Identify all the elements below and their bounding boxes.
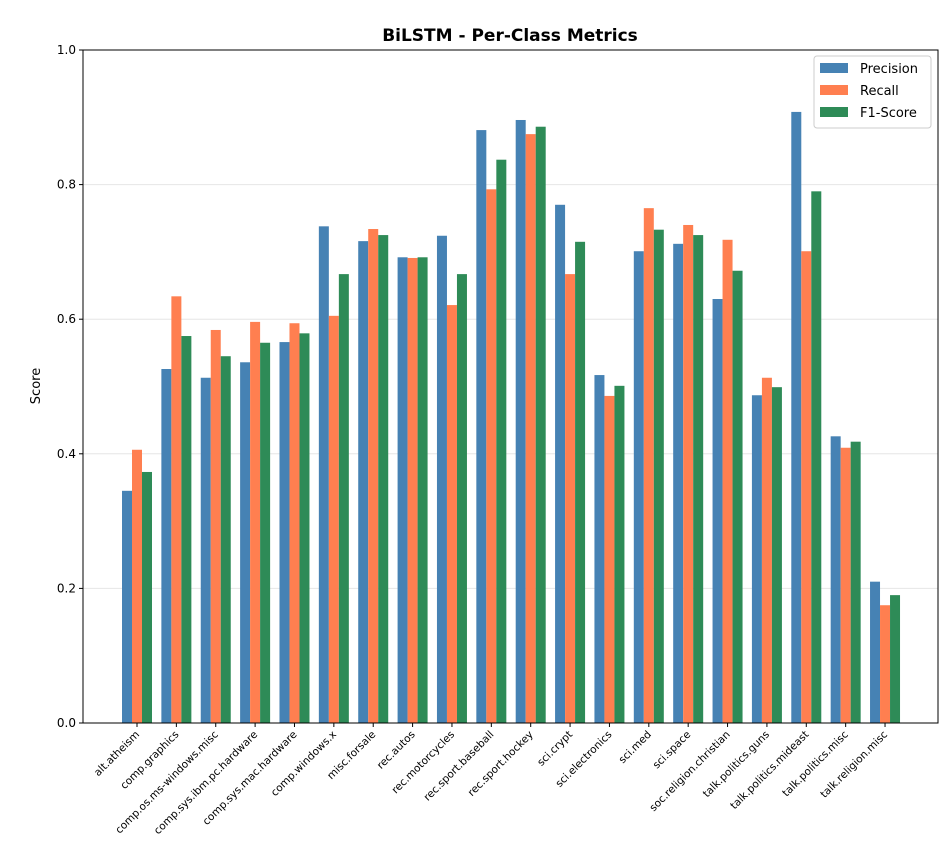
x-tick-label: rec.sport.baseball (422, 729, 497, 804)
bar-f1-score (811, 191, 822, 723)
bar-precision (870, 581, 881, 723)
bar-f1-score (260, 342, 271, 723)
y-tick-label: 0.8 (57, 178, 76, 192)
y-tick-label: 0.2 (57, 581, 76, 595)
x-tick-label: talk.politics.mideast (728, 729, 811, 812)
bar-f1-score (693, 235, 704, 723)
bar-precision (200, 377, 211, 723)
plot-frame (82, 49, 939, 724)
bar-f1-score (417, 257, 428, 723)
bar-recall (132, 449, 142, 723)
bar-f1-score (771, 387, 782, 723)
legend-label: F1-Score (860, 106, 917, 121)
bar-f1-score (456, 274, 467, 723)
bar-recall (171, 296, 182, 723)
bar-precision (240, 362, 251, 723)
bar-precision (122, 490, 132, 723)
bar-f1-score (299, 333, 310, 723)
bar-f1-score (890, 595, 901, 723)
x-tick-label: sci.crypt (535, 729, 575, 769)
bar-recall (565, 274, 576, 723)
bar-f1-score (575, 241, 586, 723)
bar-f1-score (378, 235, 389, 723)
bar-precision (358, 241, 369, 723)
bar-recall (289, 323, 300, 723)
x-tick-label: sci.med (617, 729, 654, 766)
bar-precision (633, 251, 644, 724)
x-tick-label: talk.religion.misc (818, 728, 890, 800)
bar-precision (673, 243, 684, 723)
legend-swatch-recall (820, 85, 848, 95)
bar-recall (840, 447, 851, 723)
y-axis-label: Score (29, 368, 44, 404)
bar-f1-score (496, 159, 507, 724)
bar-recall (604, 395, 615, 723)
y-tick-label: 0.6 (57, 312, 76, 326)
y-tick-label: 1.0 (57, 43, 76, 57)
bar-recall (368, 229, 379, 723)
bar-recall (801, 251, 812, 724)
bar-precision (318, 226, 329, 724)
legend-swatch-f1-score (820, 107, 848, 117)
bar-recall (250, 321, 261, 723)
bar-precision (594, 375, 605, 723)
chart-title: BiLSTM - Per-Class Metrics (382, 26, 638, 46)
bar-precision (751, 395, 762, 723)
y-tick-label: 0.0 (57, 716, 76, 730)
legend: Precision Recall F1-Score (813, 55, 932, 129)
bar-precision (476, 130, 487, 723)
bar-recall (761, 377, 772, 723)
bar-recall (525, 134, 536, 723)
bar-recall (210, 329, 221, 723)
bar-f1-score (850, 441, 861, 723)
bar-f1-score (338, 274, 349, 723)
bar-f1-score (142, 471, 152, 723)
legend-swatch-precision (820, 63, 848, 73)
bar-recall (328, 315, 339, 723)
bar-precision (791, 111, 802, 723)
bar-recall (683, 224, 694, 724)
bar-precision (515, 119, 526, 723)
bar-recall (643, 208, 654, 723)
x-tick-label: talk.politics.guns (701, 729, 772, 800)
legend-label: Recall (860, 84, 899, 99)
bar-precision (436, 235, 447, 724)
bar-f1-score (220, 356, 231, 723)
y-tick-label: 0.4 (57, 447, 76, 461)
legend-label: Precision (860, 62, 918, 77)
bar-f1-score (181, 336, 192, 723)
bar-recall (407, 257, 418, 723)
bar-f1-score (614, 385, 625, 723)
bar-recall (880, 605, 891, 723)
bar-f1-score (732, 270, 743, 723)
bar-recall (446, 305, 457, 723)
bar-recall (722, 239, 733, 723)
bar-f1-score (535, 126, 546, 724)
bar-recall (486, 189, 497, 723)
bar-precision (279, 342, 290, 723)
bar-precision (712, 299, 723, 723)
bar-precision (555, 204, 566, 724)
bar-precision (397, 257, 408, 723)
bar-f1-score (653, 229, 664, 724)
bar-precision (830, 436, 841, 723)
x-tick-label: talk.politics.misc (780, 728, 851, 799)
bar-precision (161, 369, 172, 723)
